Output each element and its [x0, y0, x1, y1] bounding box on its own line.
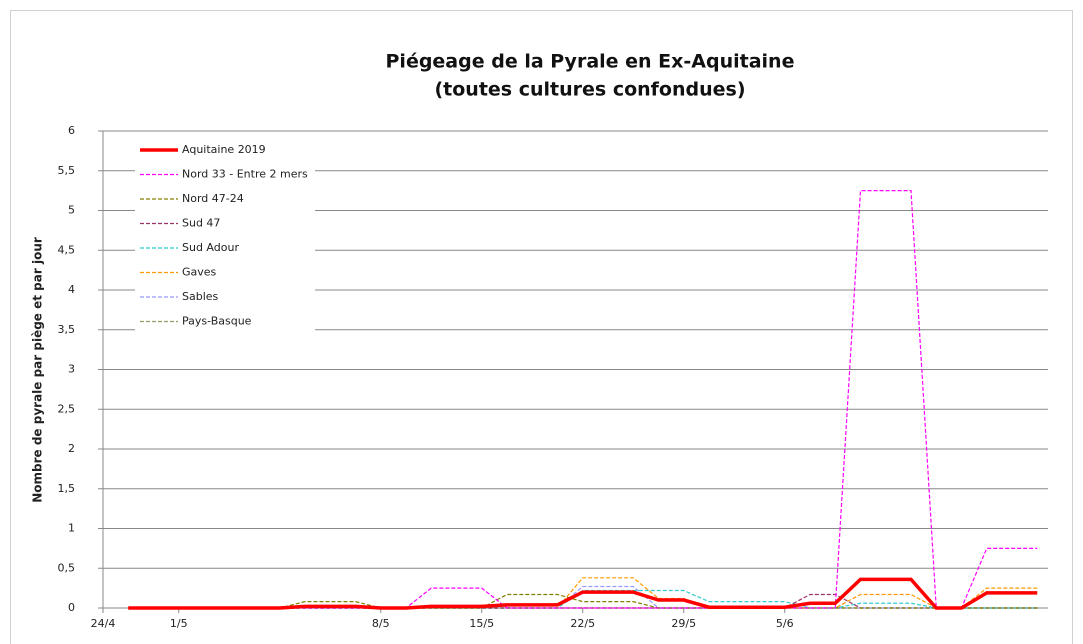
x-tick-label: 29/5	[671, 617, 696, 630]
legend-box	[135, 138, 315, 340]
y-tick-label: 4	[68, 283, 75, 296]
y-tick-label: 3,5	[58, 323, 76, 336]
legend-label: Aquitaine 2019	[182, 143, 266, 156]
legend-label: Nord 33 - Entre 2 mers	[182, 168, 308, 181]
legend-label: Sud 47	[182, 217, 220, 230]
x-tick-label: 15/5	[469, 617, 494, 630]
x-tick-label: 24/4	[91, 617, 116, 630]
y-tick-label: 0,5	[58, 561, 76, 574]
x-tick-label: 8/5	[372, 617, 390, 630]
legend-label: Sables	[182, 290, 219, 303]
y-tick-label: 5,5	[58, 164, 76, 177]
y-tick-label: 0	[68, 601, 75, 614]
y-tick-label: 2	[68, 442, 75, 455]
chart-subtitle: (toutes cultures confondues)	[434, 79, 745, 101]
chart-title: Piégeage de la Pyrale en Ex-Aquitaine	[386, 51, 795, 73]
x-tick-label: 22/5	[570, 617, 595, 630]
legend-label: Nord 47-24	[182, 192, 244, 205]
series-line	[128, 577, 1038, 610]
legend-label: Sud Adour	[182, 241, 239, 254]
y-tick-label: 4,5	[58, 243, 76, 256]
y-tick-label: 1	[68, 522, 75, 535]
y-tick-label: 6	[68, 124, 75, 137]
x-tick-label: 5/6	[776, 617, 794, 630]
y-axis-label: Nombre de pyrale par piège et par jour	[31, 237, 45, 503]
legend-label: Gaves	[182, 266, 217, 279]
y-tick-label: 5	[68, 204, 75, 217]
y-tick-label: 2,5	[58, 402, 76, 415]
x-tick-label: 1/5	[170, 617, 188, 630]
y-tick-label: 1,5	[58, 482, 76, 495]
legend-label: Pays-Basque	[182, 315, 252, 328]
y-tick-label: 3	[68, 363, 75, 376]
